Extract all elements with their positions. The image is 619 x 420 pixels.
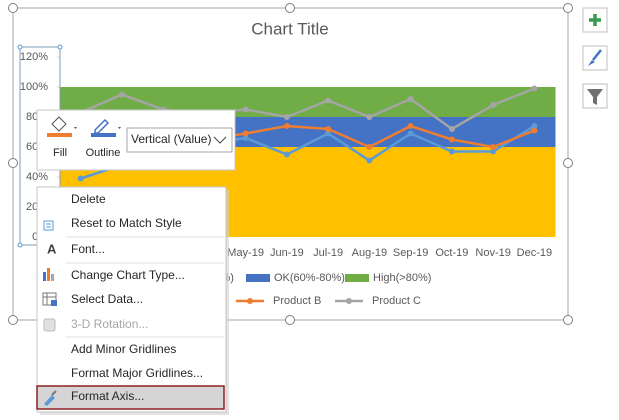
line-marker[interactable] (283, 151, 290, 158)
area-segment[interactable] (513, 87, 556, 117)
legend-marker[interactable] (247, 298, 253, 304)
line-marker[interactable] (407, 96, 414, 102)
legend-marker[interactable] (346, 298, 352, 304)
legend-label[interactable]: OK(60%-80%) (274, 272, 345, 284)
area-segment[interactable] (472, 147, 515, 237)
fill-button[interactable]: Fill (47, 116, 77, 159)
fill-label[interactable]: Fill (53, 147, 67, 159)
line-marker[interactable] (448, 136, 455, 143)
area-segment[interactable] (266, 117, 308, 147)
y-tick-label: 100% (20, 81, 48, 93)
line-marker[interactable] (118, 91, 125, 98)
x-tick-label: Jun-19 (270, 247, 304, 259)
menu-item[interactable]: Delete (71, 192, 106, 206)
chart-handles[interactable] (8, 3, 573, 325)
legend-label[interactable]: Product C (372, 295, 421, 307)
line-series[interactable] (80, 87, 535, 131)
menu-item[interactable]: Add Minor Gridlines (71, 342, 176, 356)
mini-toolbar: Fill Outline Vertical (Value) (36, 109, 236, 171)
line-marker[interactable] (283, 114, 290, 120)
element-label[interactable]: Vertical (Value) (131, 132, 211, 146)
x-tick-label: Nov-19 (475, 247, 510, 259)
line-marker[interactable] (490, 148, 497, 155)
line-marker[interactable] (366, 114, 373, 120)
line-marker[interactable] (283, 123, 290, 129)
line-marker[interactable] (325, 126, 332, 132)
area-segment[interactable] (513, 147, 556, 237)
line-marker[interactable] (448, 148, 455, 155)
x-tick-label: Aug-19 (352, 247, 387, 259)
line-marker[interactable] (325, 97, 332, 104)
x-tick-label: May-19 (227, 247, 264, 259)
line-marker[interactable] (242, 130, 249, 137)
area-segment[interactable] (390, 87, 432, 117)
line-marker[interactable] (490, 144, 497, 150)
x-tick-label: Sep-19 (393, 247, 428, 259)
legend-swatch[interactable] (345, 274, 369, 282)
menu-item[interactable]: Change Chart Type... (71, 268, 185, 282)
line-marker[interactable] (366, 144, 373, 150)
area-segment[interactable] (431, 87, 473, 117)
context-menu: A Delete Reset to Match Style Font... Chang… (36, 186, 229, 415)
area-segment[interactable] (266, 147, 308, 237)
legend-label[interactable]: Product B (273, 295, 321, 307)
legend-swatch[interactable] (246, 274, 270, 282)
x-tick-label: Jul-19 (313, 247, 343, 259)
chart-title[interactable]: Chart Title (251, 19, 328, 38)
chart-filters-button[interactable] (582, 83, 608, 109)
line-marker[interactable] (531, 123, 538, 129)
area-segment[interactable] (348, 117, 391, 147)
chart-elements-button[interactable] (582, 7, 608, 33)
area-segment[interactable] (266, 87, 308, 117)
element-dropdown[interactable]: Vertical (Value) (126, 127, 233, 153)
area-segment[interactable] (431, 147, 473, 237)
line-marker[interactable] (531, 85, 538, 92)
line-marker[interactable] (366, 157, 373, 164)
x-tick-label: Oct-19 (435, 247, 468, 259)
line-marker[interactable] (325, 130, 332, 137)
menu-item[interactable]: Reset to Match Style (71, 216, 182, 230)
x-tick-label: Dec-19 (517, 247, 552, 259)
menu-separators (66, 236, 224, 338)
legend-label[interactable]: High(>80%) (373, 272, 431, 284)
line-marker[interactable] (242, 135, 249, 141)
line-marker[interactable] (242, 106, 249, 113)
menu-item[interactable]: Font... (71, 242, 105, 256)
menu-icons: A (42, 220, 57, 406)
area-segment[interactable] (390, 147, 432, 237)
outline-button[interactable]: Outline (86, 118, 121, 159)
menu-item[interactable]: Format Axis... (71, 389, 144, 403)
line-marker[interactable] (77, 175, 84, 182)
y-tick-label: 40% (26, 171, 48, 183)
menu-item[interactable]: Format Major Gridlines... (71, 366, 203, 380)
menu-highlight (36, 385, 225, 410)
line-marker[interactable] (531, 127, 538, 134)
area-segment[interactable] (307, 147, 350, 237)
line-marker[interactable] (490, 102, 497, 108)
y-tick-label: 120% (20, 51, 48, 63)
svg-text:A: A (47, 241, 57, 256)
line-marker[interactable] (407, 123, 414, 129)
menu-item: 3-D Rotation... (71, 317, 148, 331)
chart-styles-button[interactable] (582, 45, 608, 71)
menu-panel (36, 186, 227, 413)
outline-label[interactable]: Outline (86, 147, 121, 159)
line-marker[interactable] (448, 126, 455, 132)
line-marker[interactable] (407, 130, 414, 137)
menu-item[interactable]: Select Data... (71, 292, 143, 306)
